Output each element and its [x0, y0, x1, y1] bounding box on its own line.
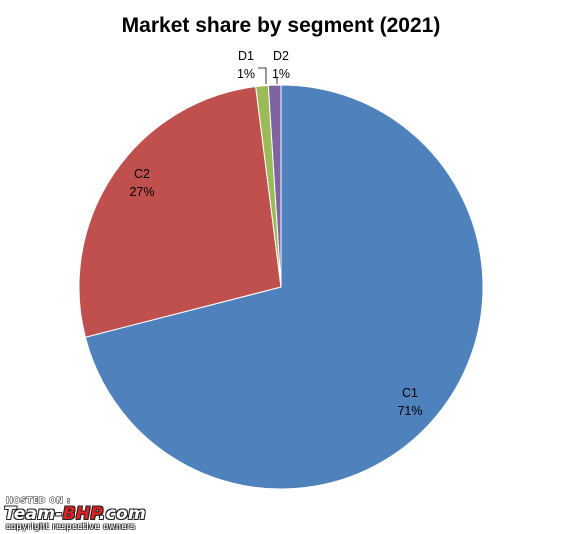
watermark-brand-main: Team-: [4, 504, 63, 524]
watermark-brand-tail: .com: [98, 504, 146, 524]
pie-slice-d2: [267, 84, 282, 288]
slice-label-d2: D2: [273, 49, 289, 63]
slice-value-c1: 71%: [397, 404, 422, 418]
slice-value-c2: 27%: [129, 185, 154, 199]
slice-value-d1: 1%: [237, 67, 255, 81]
leader-lines: [258, 67, 278, 84]
watermark-copyright: copyright respective owners: [6, 522, 136, 531]
watermark-brand-accent: BHP: [62, 504, 99, 524]
slice-value-d2: 1%: [272, 67, 290, 81]
slice-labels: C1 71% C2 27% D1 1% D2 1%: [129, 49, 422, 418]
pie-slices: [78, 84, 484, 490]
pie-slice-c2: [78, 86, 282, 338]
slice-label-c1: C1: [402, 386, 418, 400]
chart-title: Market share by segment (2021): [122, 14, 441, 37]
leader-line-d1: [258, 67, 267, 84]
slice-label-d1: D1: [238, 49, 254, 63]
pie-slice-c1: [84, 84, 484, 490]
watermark-brand: Team-BHP.com: [4, 504, 146, 524]
team-bhp-watermark: HOSTED ON : Team-BHP.com copyright respe…: [4, 494, 194, 532]
slice-label-c2: C2: [134, 167, 150, 181]
watermark-hosted-text: HOSTED ON :: [6, 496, 71, 506]
